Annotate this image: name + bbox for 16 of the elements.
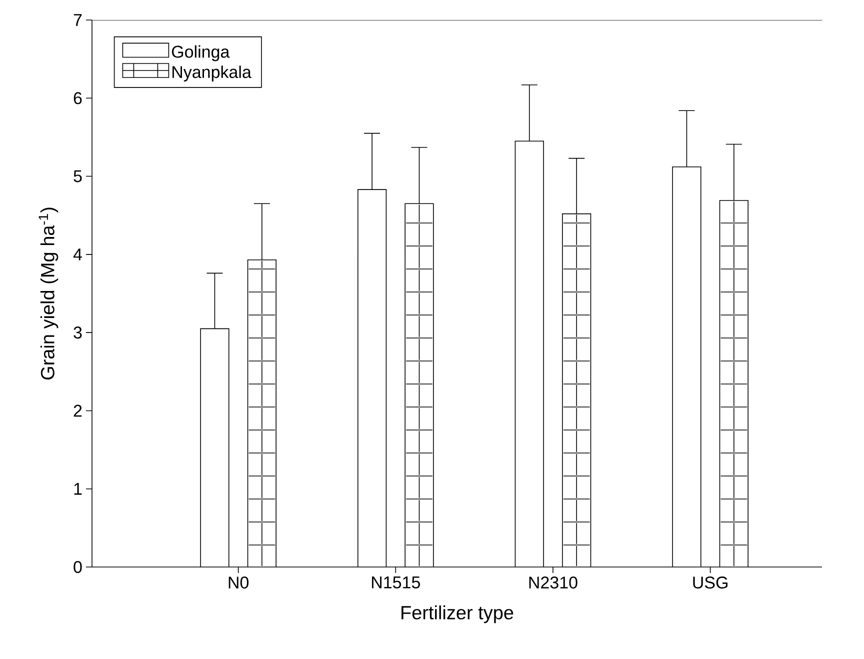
x-tick-label: N2310 [529,576,578,589]
x-tick-label: USG [693,576,728,589]
y-tick-label: 3 [74,326,82,339]
y-tick-label: 6 [74,92,82,104]
y-tick-label: 1 [74,483,82,495]
legend-label: Golinga [172,45,230,62]
x-tick-label: N0 [228,576,249,589]
y-tick-label: 2 [74,404,82,417]
y-tick-label: 0 [74,560,82,574]
x-tick-label: N1515 [372,576,420,588]
legend-label: Nyanpkala [172,66,252,82]
y-axis-title: Grain yield (Mg ha$^{-1}$) [38,208,58,380]
y-tick-label: 4 [73,248,82,260]
y-tick-label: 5 [74,170,82,182]
x-axis-title: Fertilizer type [402,605,514,624]
y-tick-label: 7 [74,14,82,26]
